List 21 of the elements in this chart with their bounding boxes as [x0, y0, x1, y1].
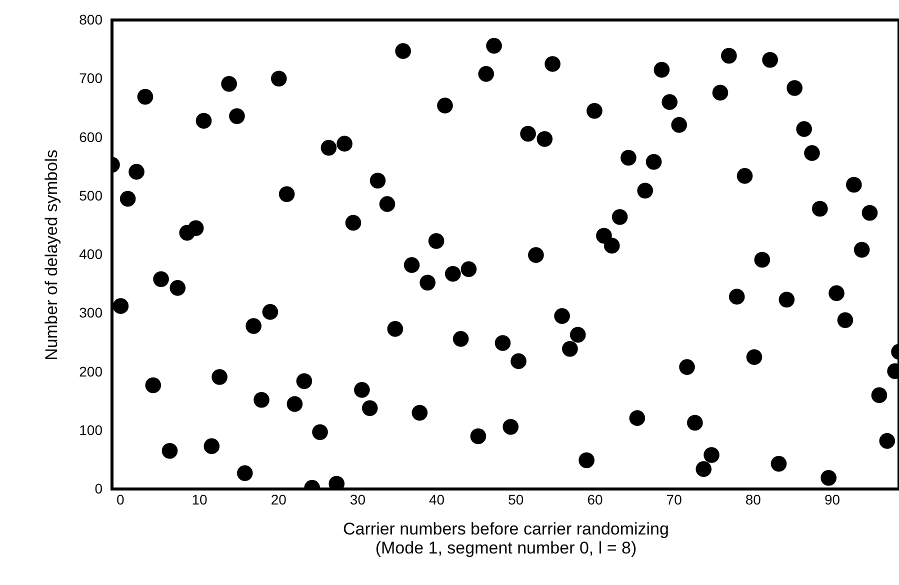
x-tick-label: 0: [116, 492, 125, 508]
y-tick-label: 100: [79, 422, 103, 438]
x-tick-label: 10: [192, 492, 208, 508]
x-axis-title: Carrier numbers before carrier randomizing (Mode 1, segment number 0, l = 8): [343, 520, 669, 558]
y-tick-label: 400: [79, 246, 103, 262]
x-tick-label: 80: [745, 492, 762, 508]
x-tick-label: 90: [824, 492, 840, 508]
y-axis-title: Number of delayed symbols: [42, 150, 62, 360]
x-tick-label: 40: [429, 492, 445, 508]
y-tick-label: 600: [79, 128, 103, 145]
y-tick-label: 700: [79, 70, 103, 86]
x-tick-label: 30: [350, 492, 366, 508]
y-tick-label: 500: [79, 187, 103, 204]
y-tick-label: 300: [79, 304, 103, 321]
y-tick-label: 800: [79, 12, 103, 28]
x-tick-label: 20: [270, 492, 287, 508]
y-tick-label: 0: [94, 480, 103, 496]
x-tick-label: 60: [587, 492, 603, 508]
y-tick-label: 200: [79, 363, 103, 380]
x-tick-label: 70: [666, 492, 682, 508]
x-tick-label: 50: [508, 492, 524, 508]
